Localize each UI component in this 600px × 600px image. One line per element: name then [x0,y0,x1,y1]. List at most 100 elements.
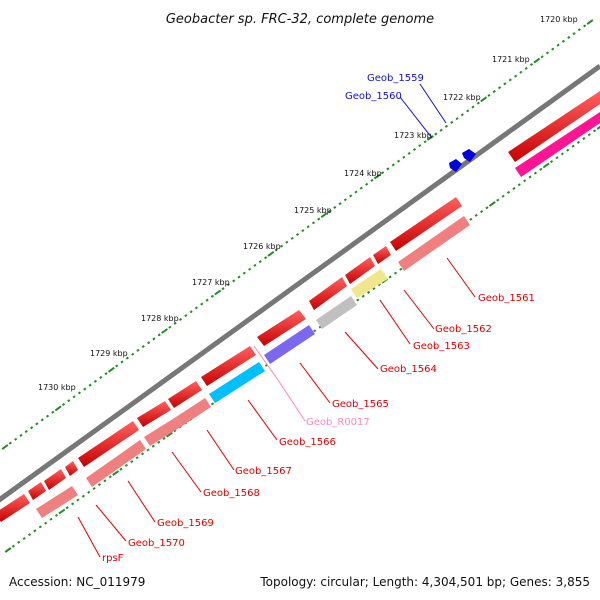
gene-left-cds[interactable] [0,494,30,522]
leader-rpsf [77,516,101,558]
scale-tick [343,198,347,202]
label-geob-1569[interactable]: Geob_1569 [157,518,214,529]
scale-tick [232,279,236,283]
scale-tick [444,124,448,128]
label-geob-1570[interactable]: Geob_1570 [128,538,185,549]
scale-tick [524,66,528,70]
inner-tick [151,444,155,448]
inner-tick [356,298,360,302]
scale-tick [54,405,62,412]
gene-geob-1568-cds[interactable] [137,401,171,427]
gene-geob-1565-cds[interactable] [257,310,306,346]
scale-tick [131,352,135,356]
label-geob-1563[interactable]: Geob_1563 [413,341,470,352]
inner-tick [44,521,48,525]
leader-geob-1561 [446,257,476,298]
inner-tick [119,467,123,471]
scale-tick [242,271,246,275]
inner-tick [555,156,559,160]
label-geob-1568[interactable]: Geob_1568 [203,488,260,499]
label-geob-r0017[interactable]: Geob_R0017 [306,417,370,428]
scale-tick [67,399,71,403]
inner-tick [372,286,376,291]
leader-geob-1559 [419,83,447,124]
scale-tick [8,441,12,445]
scale-tick [120,360,124,364]
scale-tick [476,101,480,105]
gene-geob-1561-cds[interactable] [390,197,462,251]
label-rpsf[interactable]: rpsF [102,553,124,564]
scale-tick [93,379,97,383]
inner-tick [49,517,53,521]
scale-tick [487,93,491,97]
scale-labels: 1720 kbp 1721 kbp 1722 kbp 1723 kbp 1724… [38,15,578,392]
inner-tick [4,547,12,553]
scale-tick [365,182,369,186]
scale-tick [434,132,438,136]
scale-tick [427,135,434,141]
label-geob-1564[interactable]: Geob_1564 [380,364,437,375]
label-geob-1566[interactable]: Geob_1566 [279,437,336,448]
scale-tick [586,19,594,25]
label-geob-1565[interactable]: Geob_1565 [332,399,389,410]
map-title: Geobacter sp. FRC-32, complete genome [166,12,434,27]
gene-geob-1563-cds[interactable] [345,257,375,284]
func-geob-1561 [398,216,470,271]
scale-tick [214,289,222,296]
gene-geob-1567-cds[interactable] [168,381,202,408]
scale-label-1728: 1728 kbp [141,314,179,323]
gene-geob-1560[interactable] [449,159,462,172]
scale-tick [125,356,129,360]
scale-tick [333,205,337,209]
func-geob-1569 [144,417,182,446]
scale-tick [540,55,544,59]
inner-tick [81,494,85,498]
label-geob-1560[interactable]: Geob_1560 [345,91,402,102]
scale-tick [210,294,214,298]
inner-tick [485,206,489,210]
scale-tick [519,70,523,74]
inner-tick [596,125,600,130]
inner-tick [512,186,516,191]
leader-geob-1565 [299,362,331,404]
scale-tick [14,437,18,441]
inner-tick [506,190,511,194]
inner-tick [71,502,75,506]
scale-tick [373,173,381,180]
scale-tick [189,310,193,314]
label-geob-1562[interactable]: Geob_1562 [435,324,492,335]
gene-geob-1562-cds[interactable] [373,246,391,264]
scale-tick [107,366,115,373]
gene-geob-1570-cds[interactable] [65,461,78,476]
gene-rpsf-cds[interactable] [44,469,66,490]
leader-geob-r0017 [253,345,306,422]
leader-geob-1562 [403,289,435,330]
label-geob-1567[interactable]: Geob_1567 [235,466,292,477]
gene-upper-right-cds[interactable] [508,91,600,162]
scale-tick [88,383,92,387]
scale-tick [471,105,475,109]
gene-geob-1559[interactable] [462,149,476,162]
gene-geob-1564-cds[interactable] [309,277,347,310]
scale-tick [51,410,55,414]
inner-tick [33,529,37,533]
accession-text: Accession: NC_011979 [9,575,145,589]
scale-tick [561,39,565,43]
label-geob-1559[interactable]: Geob_1559 [367,73,424,84]
scale-tick [583,24,587,28]
label-geob-1561[interactable]: Geob_1561 [478,293,535,304]
inner-tick [576,140,580,144]
scale-tick [237,275,241,279]
func-geob-1567 [209,362,265,403]
scale-tick [99,375,103,379]
inner-tick [593,129,597,133]
gene-rpsf-cds-2[interactable] [28,482,46,500]
inner-tick [54,513,58,517]
scale-tick [412,147,417,152]
gene-geob-1569-cds[interactable] [78,421,139,467]
leader-geob-1560 [399,96,433,139]
gene-geob-1566-cds[interactable] [201,346,256,386]
scale-label-1720: 1720 kbp [540,15,578,24]
inner-tick [173,429,177,433]
